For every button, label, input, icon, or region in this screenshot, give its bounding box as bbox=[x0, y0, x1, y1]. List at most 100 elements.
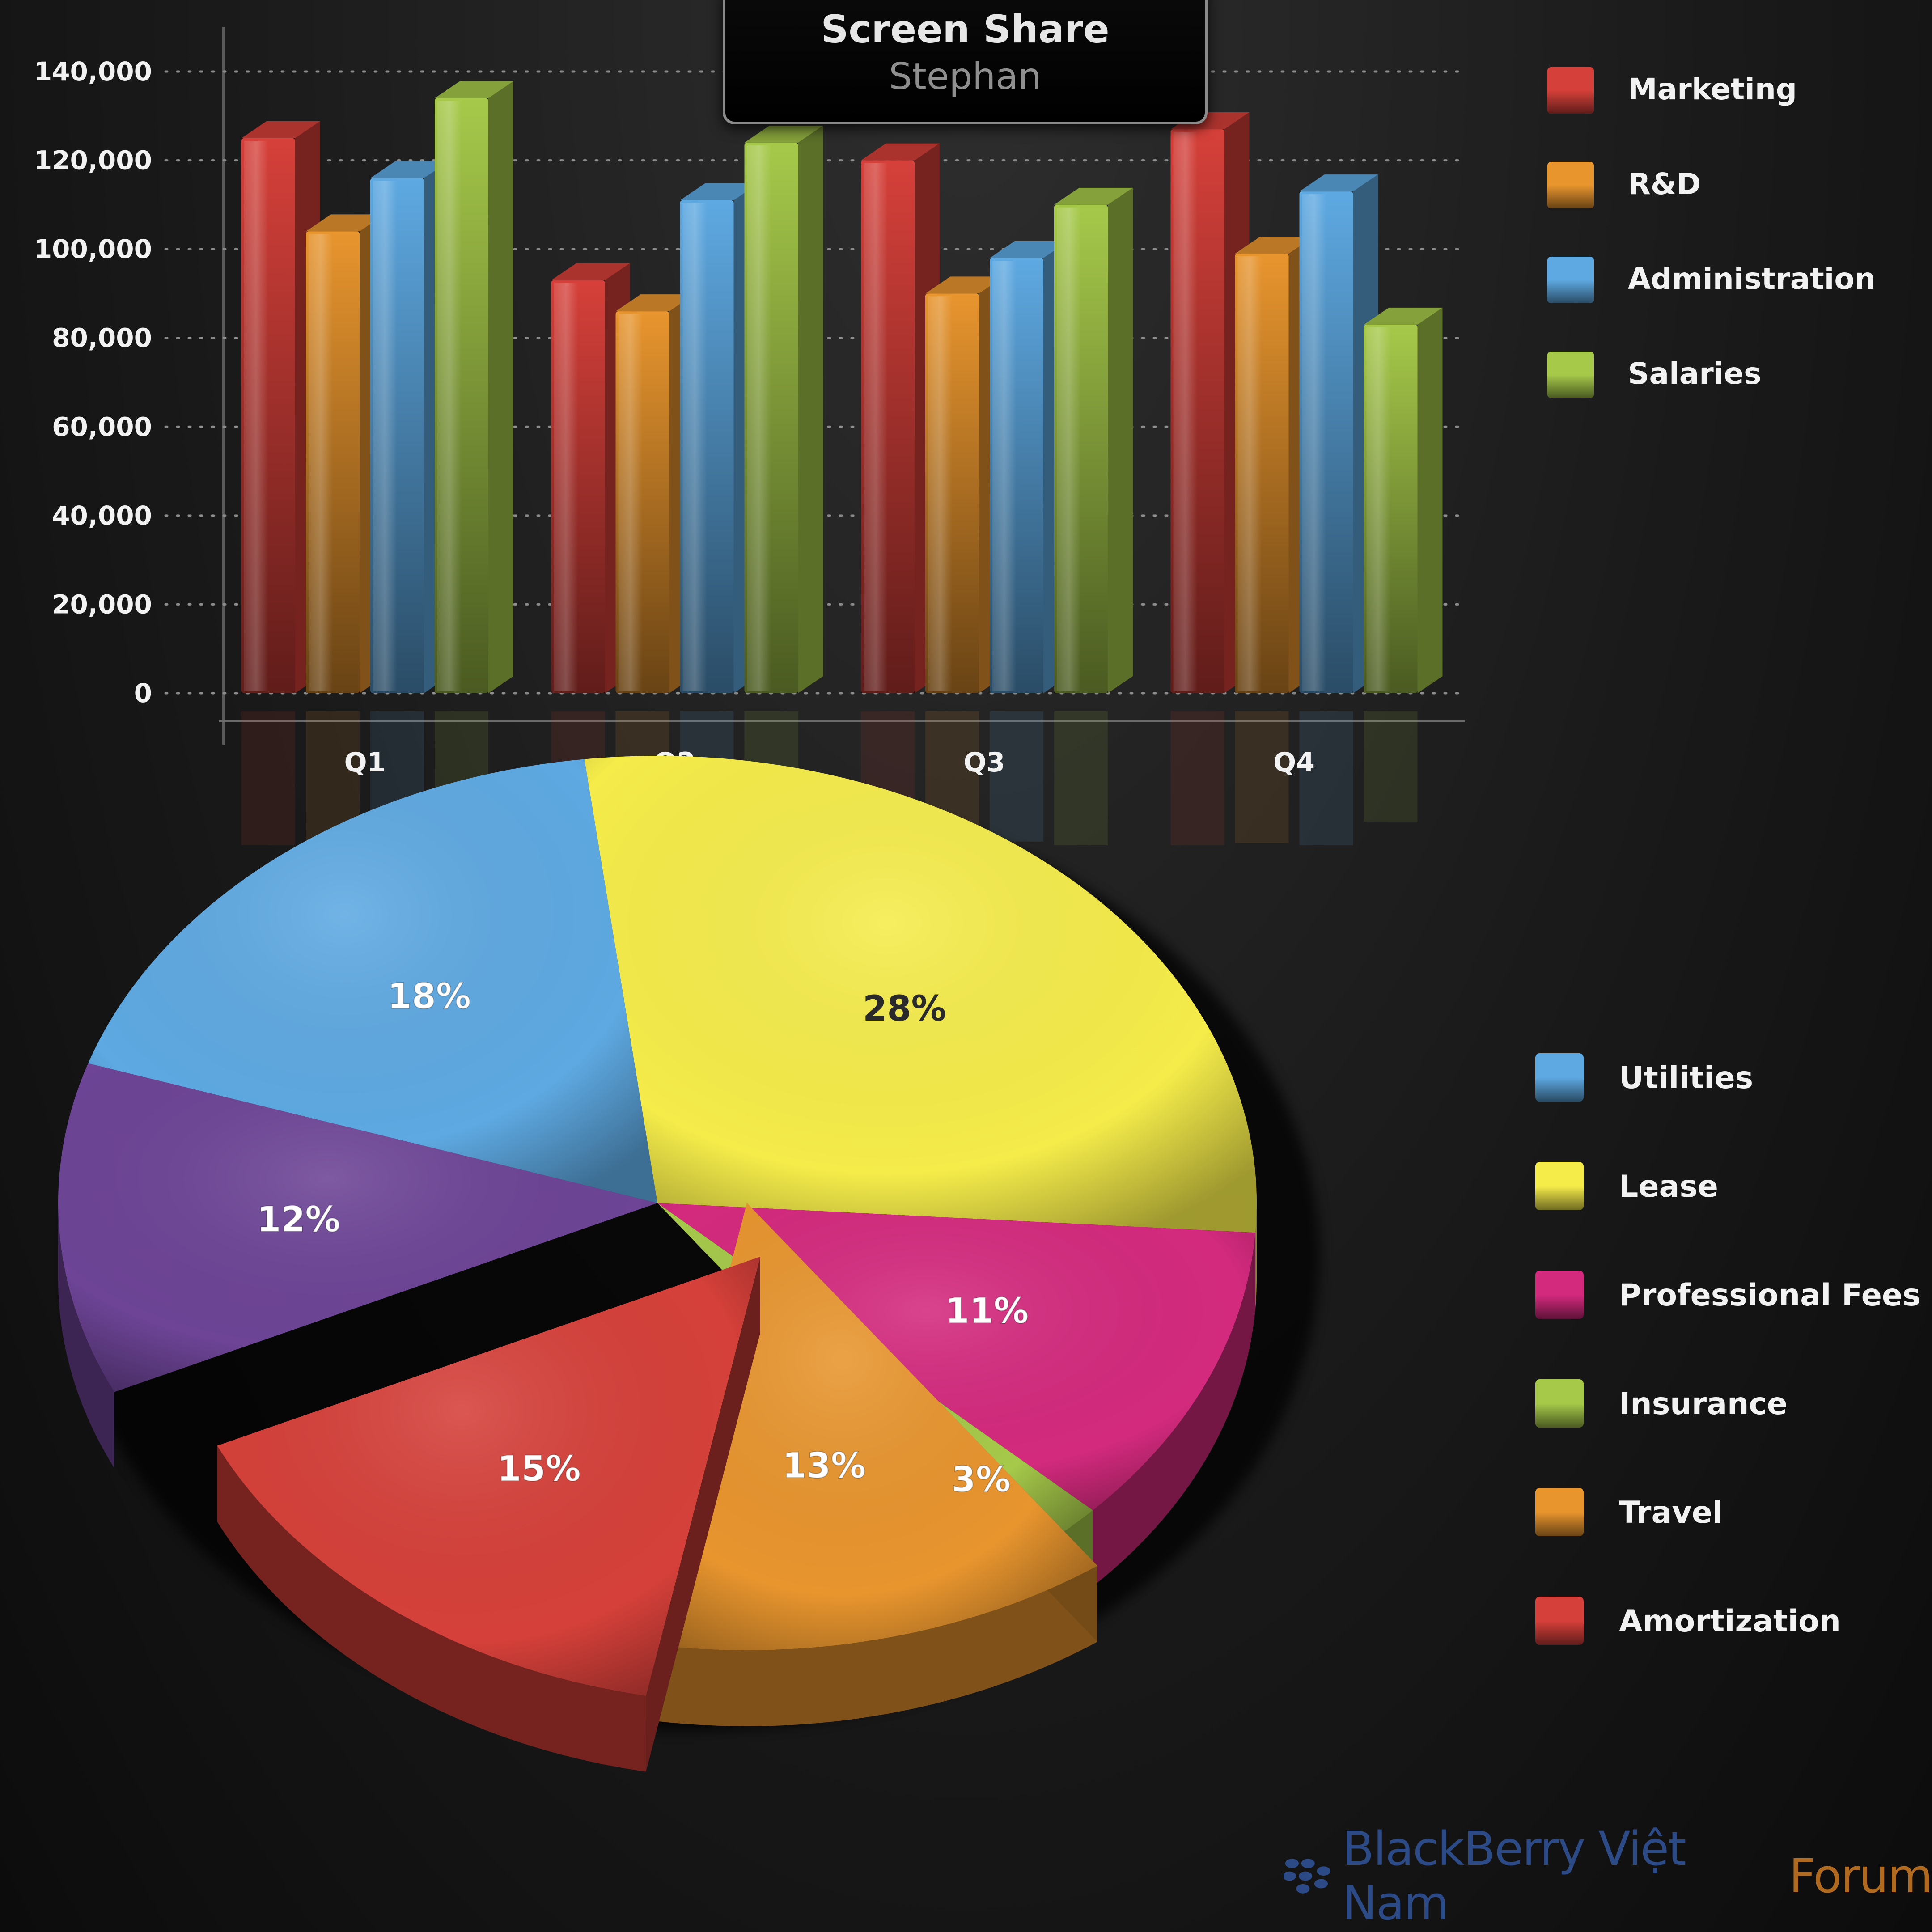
forum-watermark: BlackBerry Việt Nam Forum bbox=[1284, 1822, 1932, 1931]
bar-side bbox=[798, 125, 823, 693]
pie-slice-shade bbox=[217, 1257, 760, 1696]
legend-item-insurance: Insurance bbox=[1535, 1379, 1788, 1428]
bar-highlight bbox=[554, 283, 578, 691]
legend-swatch-shade bbox=[1535, 1186, 1584, 1210]
legend-swatch-shade bbox=[1547, 185, 1594, 208]
bar-highlight bbox=[1237, 256, 1262, 691]
pie-slice-shade bbox=[584, 756, 1257, 1233]
bar-salaries-q4 bbox=[1364, 307, 1443, 822]
legend-swatch-shade bbox=[1535, 1077, 1584, 1102]
pie-slice-rim bbox=[1093, 1233, 1256, 1587]
bar-top bbox=[435, 81, 513, 98]
y-tick-label: 100,000 bbox=[34, 234, 152, 264]
bar-reflection bbox=[1235, 711, 1289, 843]
bar-highlight bbox=[864, 163, 888, 691]
bar-highlight bbox=[682, 203, 707, 691]
pie-slice-shade bbox=[88, 759, 657, 1203]
pie-slice-rim bbox=[217, 1445, 646, 1772]
bar-top bbox=[306, 214, 385, 232]
y-tick-label: 60,000 bbox=[52, 411, 152, 442]
bar-top bbox=[990, 241, 1068, 258]
legend-item-professional-fees: Professional Fees bbox=[1535, 1271, 1920, 1319]
bar-r-d-q4 bbox=[1235, 237, 1314, 843]
bar-marketing-q1 bbox=[242, 121, 320, 845]
bar-highlight bbox=[373, 181, 397, 691]
bar-top bbox=[1299, 174, 1378, 192]
legend-item-travel: Travel bbox=[1535, 1488, 1723, 1536]
bar-reflection bbox=[1299, 711, 1353, 845]
y-tick-label: 0 bbox=[134, 678, 152, 708]
legend-label: Administration bbox=[1628, 262, 1876, 296]
y-tick-label: 140,000 bbox=[34, 56, 152, 87]
bar-highlight bbox=[437, 101, 462, 691]
bar-highlight bbox=[309, 234, 333, 691]
x-tick-label-q4: Q4 bbox=[1273, 747, 1315, 778]
legend-item-salaries: Salaries bbox=[1547, 352, 1761, 398]
legend-swatch-shade bbox=[1547, 90, 1594, 114]
bar-administration-q2 bbox=[680, 183, 759, 845]
bar-legend: Marketing R&D Administration Salaries bbox=[1547, 67, 1876, 398]
legend-label: Insurance bbox=[1619, 1386, 1788, 1422]
legend-swatch-shade bbox=[1535, 1512, 1584, 1536]
bar-highlight bbox=[747, 145, 771, 691]
bar-top bbox=[925, 276, 1004, 294]
bar-top bbox=[744, 125, 823, 143]
legend-label: Utilities bbox=[1619, 1060, 1753, 1096]
pie-slice-label-4: 15% bbox=[497, 1449, 581, 1489]
bar-reflection bbox=[1170, 711, 1224, 845]
pie-slice-label-6: 18% bbox=[387, 976, 471, 1017]
legend-item-marketing: Marketing bbox=[1547, 67, 1797, 114]
y-tick-label: 40,000 bbox=[52, 500, 152, 531]
bar-side bbox=[1108, 187, 1133, 693]
pie-slice-label-5: 12% bbox=[257, 1200, 340, 1240]
legend-item-r-d: R&D bbox=[1547, 162, 1701, 208]
bar-highlight bbox=[1057, 207, 1081, 691]
legend-item-administration: Administration bbox=[1547, 257, 1876, 303]
pie-slice-6 bbox=[88, 759, 657, 1203]
bar-highlight bbox=[1366, 327, 1391, 691]
pie-slice-label-2: 3% bbox=[952, 1460, 1011, 1500]
bar-reflection bbox=[1364, 711, 1418, 822]
x-tick-label-q1: Q1 bbox=[344, 747, 386, 778]
bar-chart: 0 20,000 40,000 60,000 80,000 100,000 120,000 1… bbox=[34, 27, 1468, 845]
screen-share-title: Screen Share bbox=[821, 7, 1110, 52]
bar-top bbox=[242, 121, 320, 138]
pie-chart: 28% 11% 3% 13% 15% 12% 18% bbox=[58, 756, 1319, 1772]
bar-side bbox=[1417, 307, 1443, 693]
legend-swatch-shade bbox=[1535, 1621, 1584, 1645]
screen-share-banner: Screen Share Stephan bbox=[723, 0, 1208, 124]
legend-item-amortization: Amortization bbox=[1535, 1597, 1841, 1645]
y-tick-label: 20,000 bbox=[52, 589, 152, 619]
legend-swatch-shade bbox=[1535, 1295, 1584, 1319]
watermark-text: BlackBerry Việt Nam bbox=[1342, 1822, 1686, 1931]
x-tick-label-q3: Q3 bbox=[964, 747, 1005, 778]
legend-label: Marketing bbox=[1628, 72, 1797, 106]
bar-top bbox=[680, 183, 759, 200]
bar-salaries-q1 bbox=[435, 81, 513, 845]
bar-salaries-q3 bbox=[1054, 187, 1133, 845]
bar-top bbox=[1054, 187, 1133, 205]
bar-highlight bbox=[618, 314, 643, 691]
bar-r-d-q3 bbox=[925, 276, 1004, 831]
bar-highlight bbox=[1302, 194, 1326, 691]
bar-top bbox=[1235, 237, 1314, 254]
pie-slice-cut bbox=[646, 1257, 760, 1772]
pie-slice-shade bbox=[58, 1063, 658, 1392]
legend-swatch-shade bbox=[1547, 280, 1594, 303]
bar-top bbox=[861, 143, 940, 161]
pie-slice-label-3: 13% bbox=[782, 1446, 866, 1486]
presenter-name: Stephan bbox=[889, 55, 1042, 98]
bar-reflection bbox=[990, 711, 1043, 842]
pie-slice-0 bbox=[584, 756, 1257, 1309]
legend-label: Amortization bbox=[1619, 1604, 1841, 1639]
pie-slice-4 bbox=[217, 1257, 760, 1772]
pie-slice-5 bbox=[58, 1063, 658, 1468]
pie-slice-label-1: 11% bbox=[945, 1291, 1029, 1331]
y-tick-label: 80,000 bbox=[52, 323, 152, 353]
legend-label: Lease bbox=[1619, 1169, 1718, 1204]
bar-top bbox=[370, 161, 449, 178]
bar-salaries-q2 bbox=[744, 125, 823, 845]
legend-swatch-shade bbox=[1535, 1403, 1584, 1428]
legend-swatch-shade bbox=[1547, 375, 1594, 398]
